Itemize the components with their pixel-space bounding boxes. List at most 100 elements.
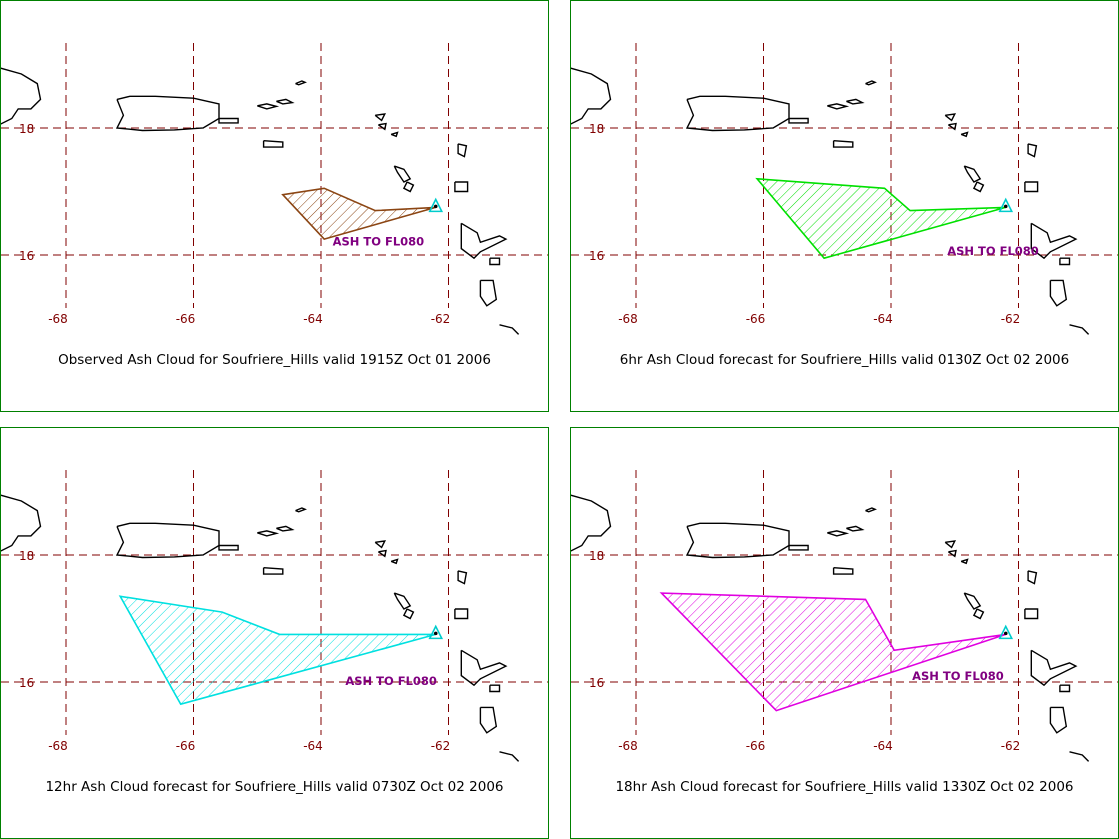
- volcano-dot: [1003, 631, 1008, 636]
- coastline: [390, 131, 399, 138]
- lon-tick-label: -66: [176, 312, 196, 326]
- map-12hr: -68 -66 -64 -62 18 16 ASH TO FL080: [1, 470, 548, 762]
- coastline: [1069, 324, 1090, 335]
- panel-18hr: -68 -66 -64 -62 18 16 ASH TO FL080 18hr Ash Cl…: [570, 427, 1119, 839]
- coastline: [832, 140, 854, 148]
- coastline: [788, 544, 809, 551]
- volcano-icon: [428, 197, 444, 213]
- coastline: [1024, 181, 1039, 193]
- ash-label: ASH TO FL080: [912, 669, 1004, 683]
- caption-observed: Observed Ash Cloud for Soufriere_Hills v…: [58, 352, 491, 368]
- lon-tick-label: -62: [1001, 739, 1021, 753]
- coastline: [457, 143, 468, 158]
- coastline: [257, 103, 280, 110]
- ash-cloud-polygon: [118, 595, 436, 706]
- lon-tick-label: -68: [618, 739, 638, 753]
- coastline: [827, 530, 850, 537]
- coastline: [479, 706, 498, 734]
- lon-tick-label: -66: [746, 312, 766, 326]
- lat-tick-label: 16: [589, 676, 604, 690]
- lon-tick-label: -62: [431, 312, 451, 326]
- coastline: [865, 80, 877, 86]
- coastline: [377, 549, 387, 558]
- coastline: [276, 98, 295, 105]
- coastline: [972, 608, 985, 620]
- coastline: [846, 525, 865, 532]
- coastline: [1069, 751, 1090, 762]
- coastline: [1049, 706, 1068, 734]
- map-18hr: -68 -66 -64 -62 18 16 ASH TO FL080: [571, 470, 1118, 762]
- coastline: [454, 608, 469, 620]
- ash-cloud-polygon: [659, 592, 1006, 712]
- lat-tick-label: 16: [589, 249, 604, 263]
- panel-observed: -68 -66 -64 -62 18 16 ASH TO FL080 Observed As…: [0, 0, 549, 412]
- coastline: [457, 570, 468, 585]
- volcano-icon: [998, 624, 1014, 640]
- caption-18hr: 18hr Ash Cloud forecast for Soufriere_Hi…: [615, 779, 1074, 795]
- coastline: [390, 558, 399, 565]
- ash-cloud-polygon: [281, 187, 436, 241]
- lon-tick-label: -64: [303, 312, 323, 326]
- coastline: [295, 80, 307, 86]
- lon-tick-label: -62: [431, 739, 451, 753]
- coastline: [454, 181, 469, 193]
- coastline: [972, 181, 985, 193]
- coastline: [1027, 143, 1038, 158]
- coastline: [115, 522, 220, 559]
- coastline: [1027, 570, 1038, 585]
- coastline: [460, 222, 508, 260]
- coastline: [115, 95, 220, 132]
- coastline: [960, 558, 969, 565]
- lon-tick-label: -66: [746, 739, 766, 753]
- coastline: [218, 544, 239, 551]
- lat-tick-label: 18: [589, 549, 604, 563]
- lon-tick-label: -68: [48, 739, 68, 753]
- ash-label: ASH TO FL080: [947, 244, 1039, 258]
- coastline: [262, 140, 284, 148]
- coastline: [1030, 649, 1078, 687]
- volcano-dot: [433, 631, 438, 636]
- coastline: [1030, 222, 1078, 260]
- coastline: [846, 98, 865, 105]
- coastline: [571, 494, 612, 552]
- coastline: [947, 122, 957, 131]
- coastline: [944, 540, 957, 549]
- coastline: [947, 549, 957, 558]
- coastline: [499, 324, 520, 335]
- coastline: [402, 181, 415, 193]
- coastline: [788, 117, 809, 124]
- coastline: [374, 540, 387, 549]
- coastline: [377, 122, 387, 131]
- lon-tick-label: -68: [48, 312, 68, 326]
- coastline: [1049, 279, 1068, 307]
- coastline: [402, 608, 415, 620]
- coastline: [257, 530, 280, 537]
- coastline: [489, 684, 501, 693]
- lon-tick-label: -68: [618, 312, 638, 326]
- coastline: [295, 507, 307, 513]
- coastline: [685, 522, 790, 559]
- coastline: [685, 95, 790, 132]
- caption-6hr: 6hr Ash Cloud forecast for Soufriere_Hil…: [619, 352, 1070, 368]
- coastline: [1059, 684, 1071, 693]
- coastline: [963, 165, 982, 183]
- coastline: [1, 494, 42, 552]
- coastline: [1024, 608, 1039, 620]
- ash-label: ASH TO FL080: [333, 234, 425, 248]
- coastline: [1059, 257, 1071, 266]
- lon-tick-label: -64: [873, 739, 893, 753]
- coastline: [963, 592, 982, 610]
- lon-tick-label: -66: [176, 739, 196, 753]
- coastline: [276, 525, 295, 532]
- caption-12hr: 12hr Ash Cloud forecast for Soufriere_Hi…: [45, 779, 504, 795]
- lat-tick-label: 18: [19, 122, 34, 136]
- volcano-icon: [998, 197, 1014, 213]
- lat-tick-label: 18: [19, 549, 34, 563]
- lon-tick-label: -64: [873, 312, 893, 326]
- coastline: [374, 113, 387, 122]
- coastline: [1, 67, 42, 125]
- coastline: [865, 507, 877, 513]
- ash-label: ASH TO FL080: [345, 674, 437, 688]
- coastline: [960, 131, 969, 138]
- coastline: [479, 279, 498, 307]
